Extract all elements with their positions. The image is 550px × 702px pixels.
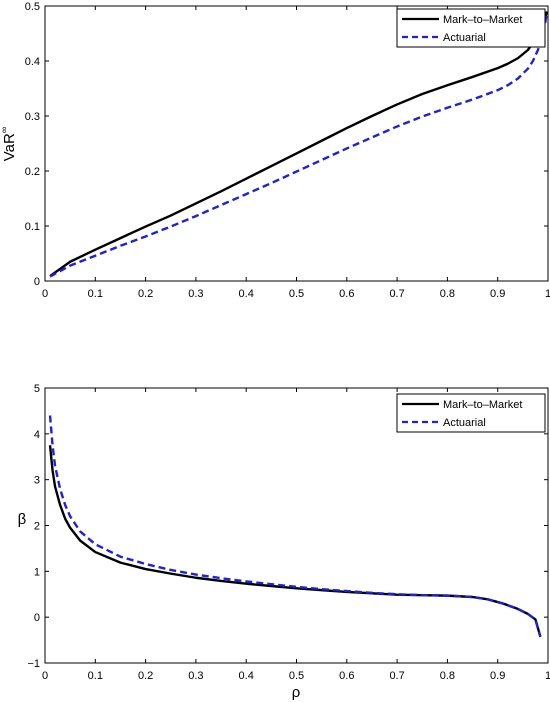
beta-x-tick-label: 0.4 [239,670,254,682]
beta-y-tick-label: 5 [34,383,40,395]
beta-y-tick-label: 3 [34,475,40,487]
var-y-ticks: 0 0.1 0.2 0.3 0.4 0.5 [25,1,548,288]
beta-y-ticks: −1 0 1 2 3 4 5 [27,383,548,670]
beta-x-axis-label: ρ [292,684,301,701]
beta-x-tick-label: 0.7 [389,670,404,682]
var-x-tick-label: 0.5 [289,288,304,300]
beta-legend-label-actuarial: Actuarial [443,417,486,429]
var-y-tick-label: 0 [34,276,40,288]
beta-x-tick-label: 0.8 [440,670,455,682]
var-x-tick-label: 0.1 [88,288,103,300]
beta-x-ticks: 0 0.1 0.2 0.3 0.4 0.5 0.6 0.7 0.8 0.9 1 [42,388,550,682]
var-series-mark-to-market-line [49,11,548,278]
var-legend-label-actuarial: Actuarial [443,32,486,44]
var-x-ticks: 0 0.1 0.2 0.3 0.4 0.5 0.6 0.7 0.8 0.9 1 [42,6,550,300]
var-x-tick-label: 1 [545,288,550,300]
beta-y-tick-label: 0 [34,612,40,624]
var-legend: Mark–to–Market Actuarial [396,8,546,48]
beta-x-tick-label: 0.3 [188,670,203,682]
beta-legend-label-mtm: Mark–to–Market [443,399,522,411]
beta-x-tick-label: 0.9 [490,670,505,682]
var-x-tick-label: 0.8 [440,288,455,300]
beta-legend-box [396,393,546,433]
beta-plot-area [44,387,549,664]
var-series-group [49,11,548,278]
beta-x-tick-label: 0.2 [138,670,153,682]
beta-y-tick-label: 1 [34,566,40,578]
var-x-tick-label: 0.7 [389,288,404,300]
var-y-axis-label-main: VaR [1,133,18,161]
beta-x-tick-label: 0.6 [339,670,354,682]
beta-y-tick-label: 4 [34,429,40,441]
var-y-tick-label: 0.2 [25,166,40,178]
var-x-tick-label: 0.6 [339,288,354,300]
beta-x-tick-label: 0 [42,670,48,682]
beta-x-tick-label: 1 [545,670,550,682]
beta-y-tick-label: 2 [34,521,40,533]
var-y-axis-label-superscript: ∞ [0,127,9,133]
var-y-tick-label: 0.4 [25,56,40,68]
var-x-tick-label: 0.4 [239,288,254,300]
beta-y-axis-label: β [18,511,27,528]
var-legend-label-mtm: Mark–to–Market [443,14,522,26]
var-chart: 0 0.1 0.2 0.3 0.4 0.5 0.6 0.7 0.8 0.9 1 0 0.1 0.2 0.3… [0,1,550,300]
var-x-tick-label: 0.9 [490,288,505,300]
var-y-tick-label: 0.3 [25,111,40,123]
beta-series-actuarial-line [48,415,542,638]
var-y-tick-label: 0.1 [25,221,40,233]
var-y-axis-label: VaR∞ [0,127,18,162]
var-x-tick-label: 0.2 [138,288,153,300]
var-legend-box [396,8,546,48]
var-x-tick-label: 0 [42,288,48,300]
beta-x-tick-label: 0.5 [289,670,304,682]
var-y-tick-label: 0.5 [25,1,40,13]
var-x-tick-label: 0.3 [188,288,203,300]
var-series-actuarial-line [49,12,548,278]
beta-y-tick-label: −1 [27,658,40,670]
beta-legend: Mark–to–Market Actuarial [396,393,546,433]
beta-x-tick-label: 0.1 [88,670,103,682]
beta-series-group [48,415,542,638]
